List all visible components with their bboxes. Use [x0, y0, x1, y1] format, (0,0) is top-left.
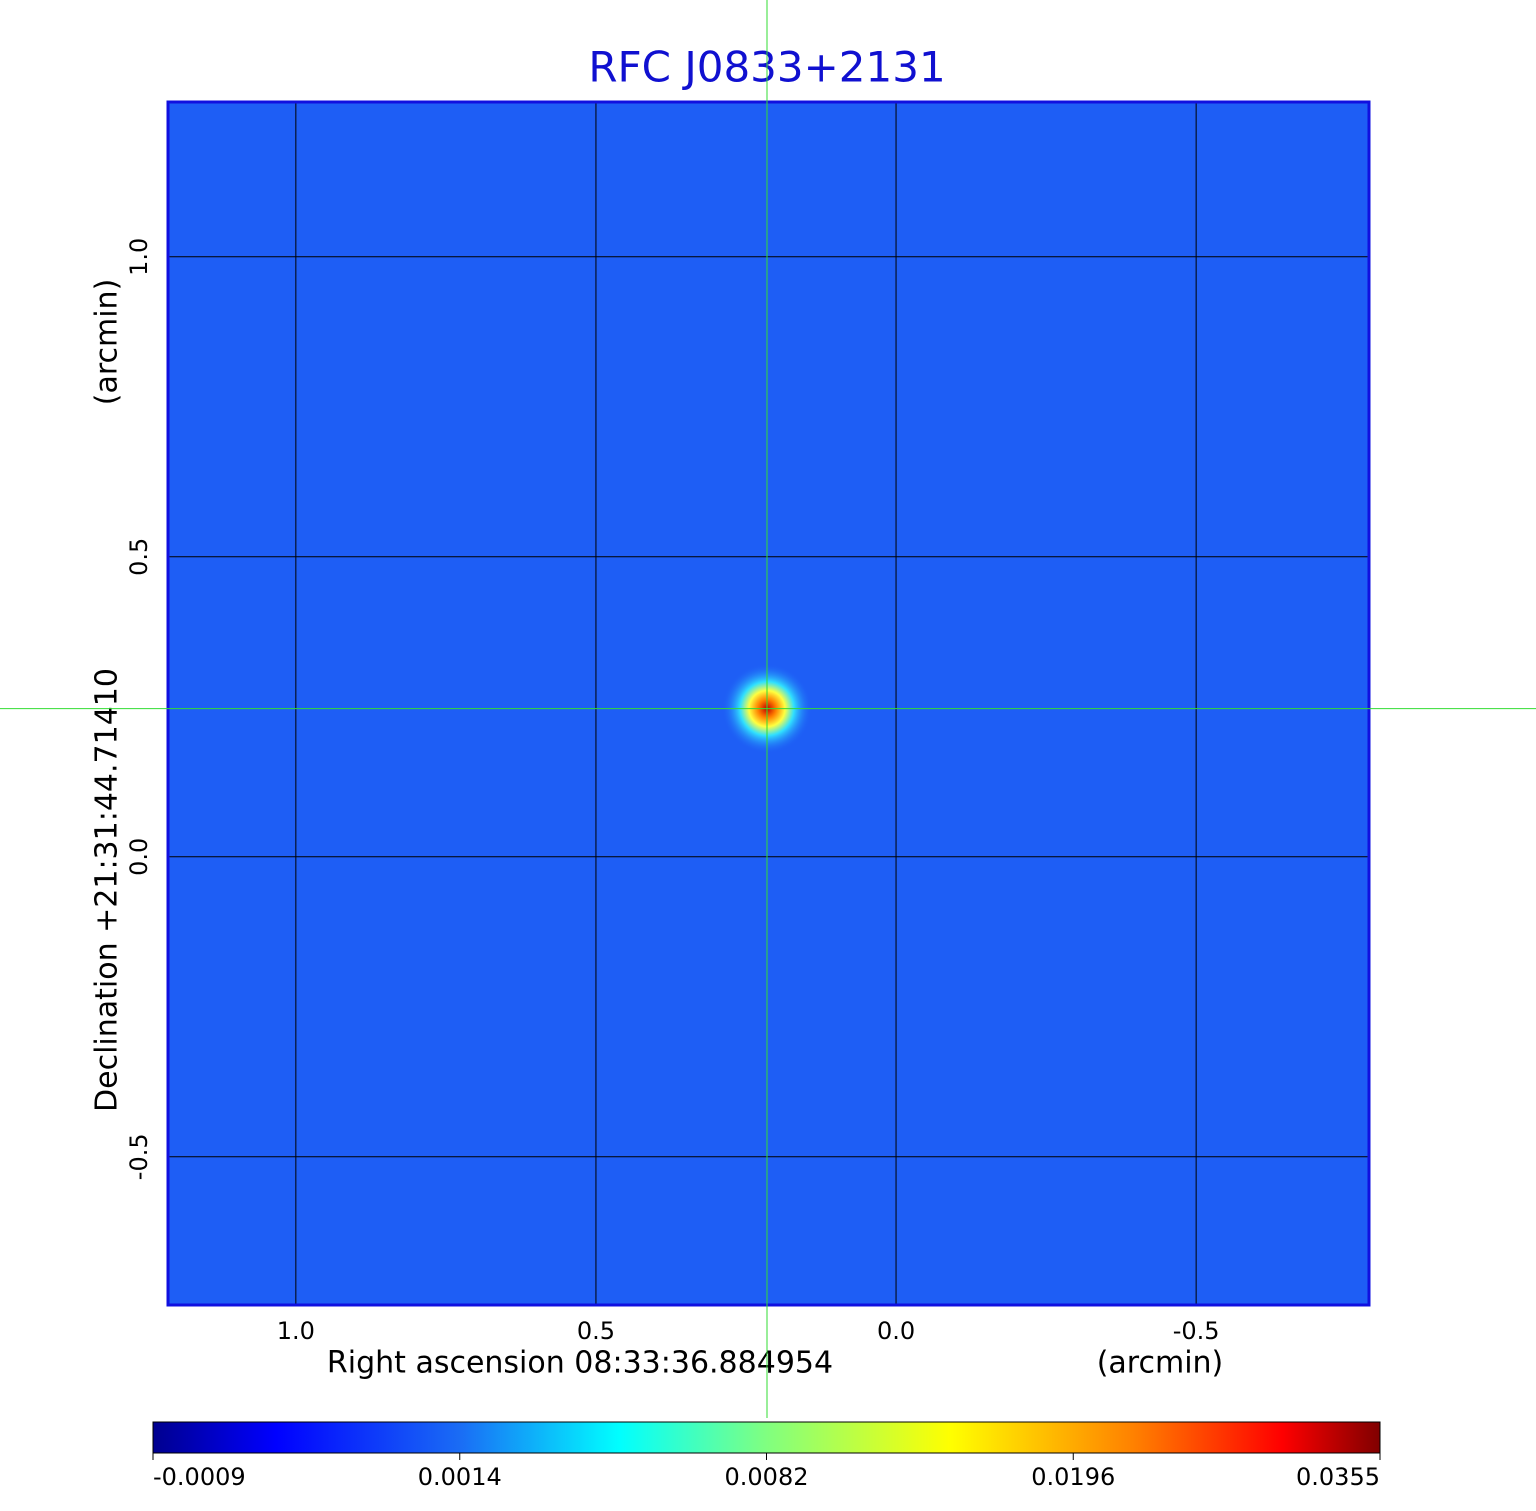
x-tick-label: 1.0: [277, 1317, 315, 1345]
x-tick-label: -0.5: [1173, 1317, 1220, 1345]
y-tick-label: 0.5: [125, 538, 153, 576]
x-tick-label: 0.5: [577, 1317, 615, 1345]
y-axis-unit: (arcmin): [90, 279, 125, 406]
colorbar-tick-label: 0.0196: [1031, 1463, 1115, 1491]
colorbar: [152, 1421, 1381, 1454]
y-tick-label: -0.5: [125, 1133, 153, 1180]
colorbar-tick-label: 0.0014: [418, 1463, 502, 1491]
y-tick-label: 1.0: [125, 238, 153, 276]
x-tick-label: 0.0: [877, 1317, 915, 1345]
y-axis-label: Declination +21:31:44.71410: [90, 668, 125, 1112]
plot-border: [166, 100, 1371, 1307]
colorbar-tick-label: 0.0082: [725, 1463, 809, 1491]
y-tick-label: 0.0: [125, 838, 153, 876]
colorbar-tick-label: -0.0009: [153, 1463, 246, 1491]
colorbar-tick-label: 0.0355: [1296, 1463, 1380, 1491]
x-axis-unit: (arcmin): [1097, 1346, 1224, 1381]
x-axis-label: Right ascension 08:33:36.884954: [327, 1346, 833, 1381]
